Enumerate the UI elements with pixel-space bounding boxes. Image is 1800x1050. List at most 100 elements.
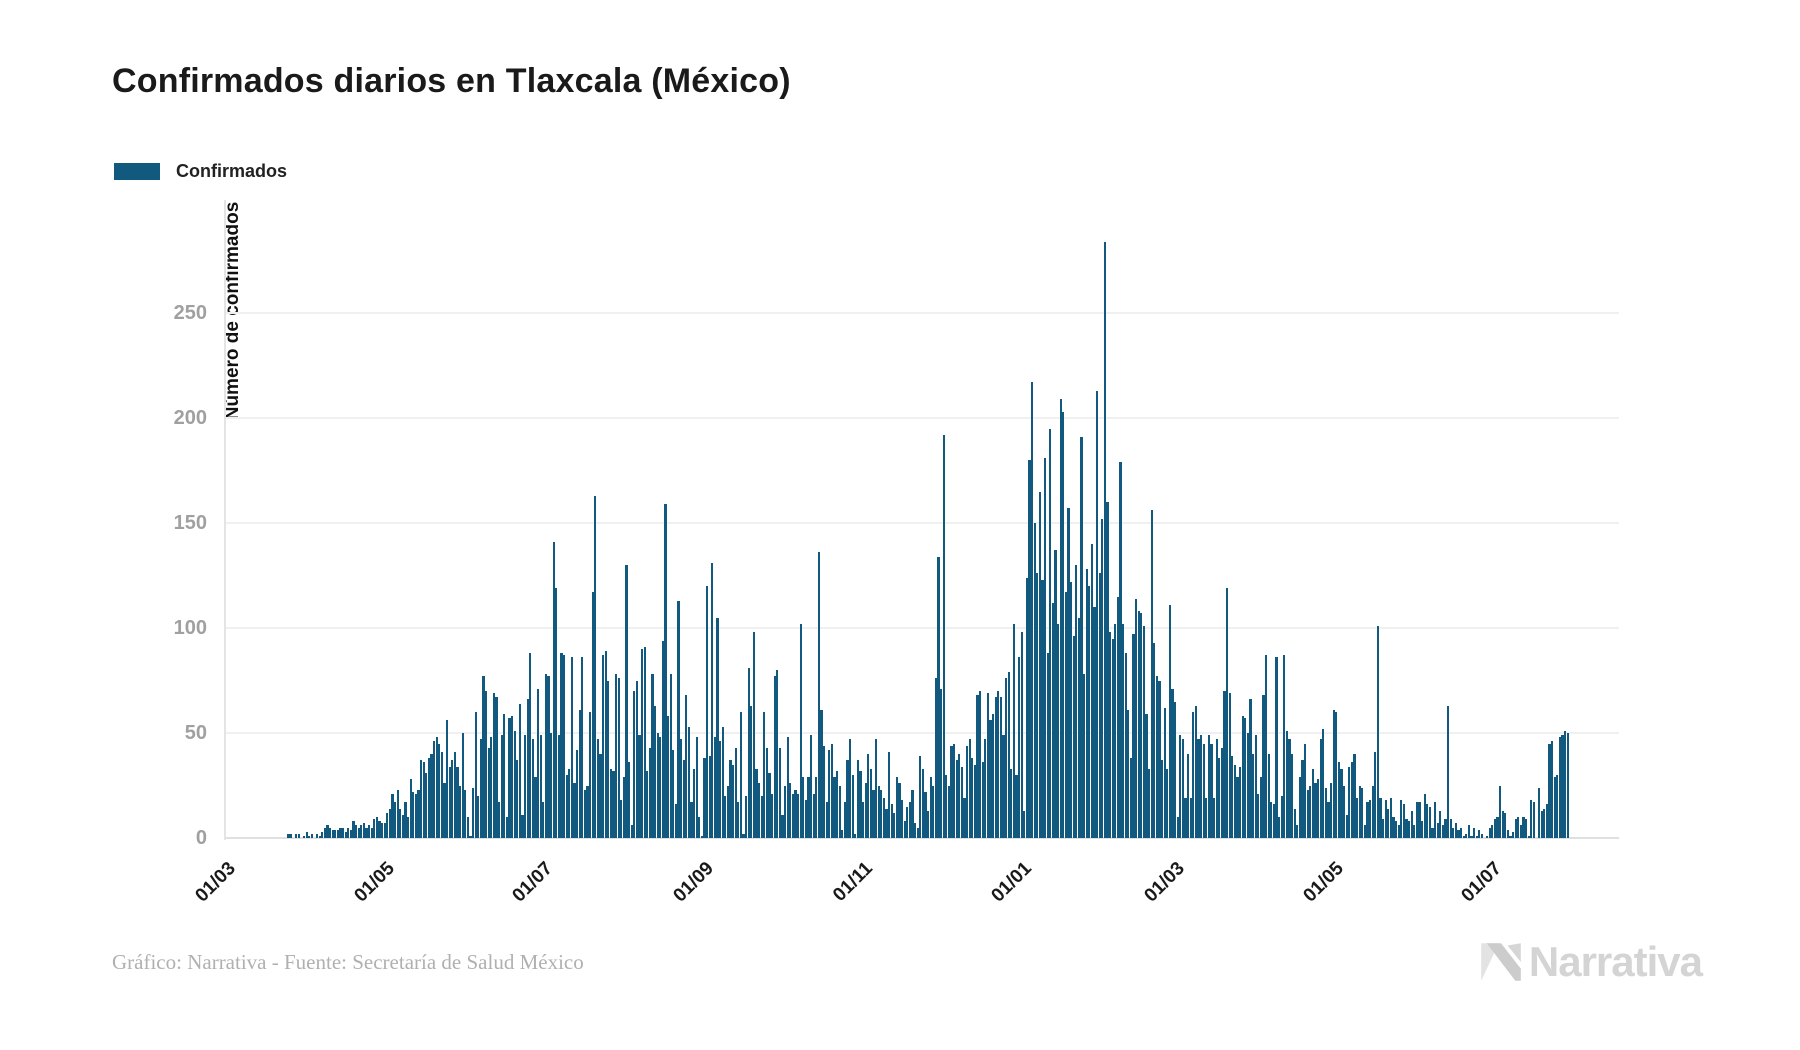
bar xyxy=(1207,735,1210,838)
bar xyxy=(1317,779,1320,838)
bar xyxy=(599,754,602,838)
bar xyxy=(825,802,828,838)
bar xyxy=(451,760,454,838)
bar xyxy=(687,726,690,838)
bar xyxy=(453,751,456,838)
bar xyxy=(794,789,797,838)
bar xyxy=(1522,817,1525,838)
bar xyxy=(1033,523,1036,838)
bar xyxy=(401,814,404,838)
bar xyxy=(721,726,724,838)
gridline-y-50 xyxy=(225,732,1619,734)
bar xyxy=(1010,768,1013,838)
bar xyxy=(1002,735,1005,838)
bar xyxy=(1012,623,1015,838)
bar xyxy=(1410,810,1413,838)
bar xyxy=(654,705,657,838)
bar xyxy=(953,743,956,838)
bar xyxy=(433,741,436,838)
bar xyxy=(1228,693,1231,838)
bar xyxy=(1148,768,1151,838)
bar xyxy=(732,764,735,838)
bar xyxy=(1389,798,1392,838)
bar xyxy=(1231,756,1234,838)
bar xyxy=(1210,743,1213,838)
bar xyxy=(797,793,800,838)
bar xyxy=(1187,754,1190,838)
bar xyxy=(786,737,789,838)
bar xyxy=(430,754,433,838)
bar xyxy=(979,691,982,838)
bar xyxy=(804,800,807,838)
bar xyxy=(1015,775,1018,838)
bar xyxy=(661,640,664,838)
bar xyxy=(1155,676,1158,838)
bar xyxy=(1059,399,1062,838)
bar xyxy=(1301,760,1304,838)
bar xyxy=(594,495,597,838)
bar xyxy=(864,783,867,838)
bar xyxy=(739,712,742,838)
bar xyxy=(851,775,854,838)
bar xyxy=(625,565,628,838)
bar xyxy=(1158,680,1161,838)
bar xyxy=(711,562,714,838)
bar xyxy=(464,789,467,838)
bar xyxy=(1551,741,1554,838)
bar xyxy=(1252,754,1255,838)
bar xyxy=(1184,798,1187,838)
bar xyxy=(651,674,654,838)
bar xyxy=(924,791,927,838)
bar xyxy=(778,747,781,838)
bar xyxy=(1041,579,1044,838)
bar xyxy=(903,821,906,838)
bar xyxy=(1418,802,1421,838)
x-tick-label-7-01-05: 01/05 xyxy=(1298,858,1348,907)
bar xyxy=(1036,573,1039,838)
bar xyxy=(828,749,831,838)
bar xyxy=(381,823,384,838)
x-tick-label-6-01-03: 01/03 xyxy=(1140,858,1189,907)
bar xyxy=(1335,712,1338,838)
bar xyxy=(308,835,311,838)
bar xyxy=(417,789,420,838)
bar xyxy=(1296,825,1299,838)
bar xyxy=(690,802,693,838)
bar xyxy=(1374,751,1377,838)
bar xyxy=(945,775,948,838)
bar xyxy=(342,827,345,838)
bar xyxy=(841,829,844,838)
x-tick-label-0-01-03: 01/03 xyxy=(191,858,240,907)
bar xyxy=(958,754,961,838)
bar xyxy=(1519,825,1522,838)
bar xyxy=(1493,819,1496,838)
bar xyxy=(373,819,376,838)
bar xyxy=(1506,829,1509,838)
bar xyxy=(550,733,553,838)
bar xyxy=(1044,457,1047,838)
bar xyxy=(297,833,300,838)
bar xyxy=(726,785,729,838)
bar xyxy=(542,802,545,838)
bar xyxy=(425,772,428,838)
bar xyxy=(942,434,945,838)
bar xyxy=(1166,768,1169,838)
bar xyxy=(1449,819,1452,838)
bar xyxy=(659,737,662,838)
bar xyxy=(846,760,849,838)
bar xyxy=(404,802,407,838)
bar xyxy=(984,739,987,838)
bar xyxy=(344,831,347,838)
bar xyxy=(360,825,363,838)
bar xyxy=(1405,819,1408,838)
y-axis-line xyxy=(224,200,226,840)
bar xyxy=(466,817,469,838)
bar xyxy=(1428,806,1431,838)
bar xyxy=(1530,800,1533,838)
bar xyxy=(396,789,399,838)
legend-swatch-confirmados xyxy=(114,163,160,180)
bar xyxy=(1220,747,1223,838)
bar xyxy=(628,762,631,838)
bar xyxy=(1538,787,1541,838)
bar xyxy=(1558,737,1561,838)
